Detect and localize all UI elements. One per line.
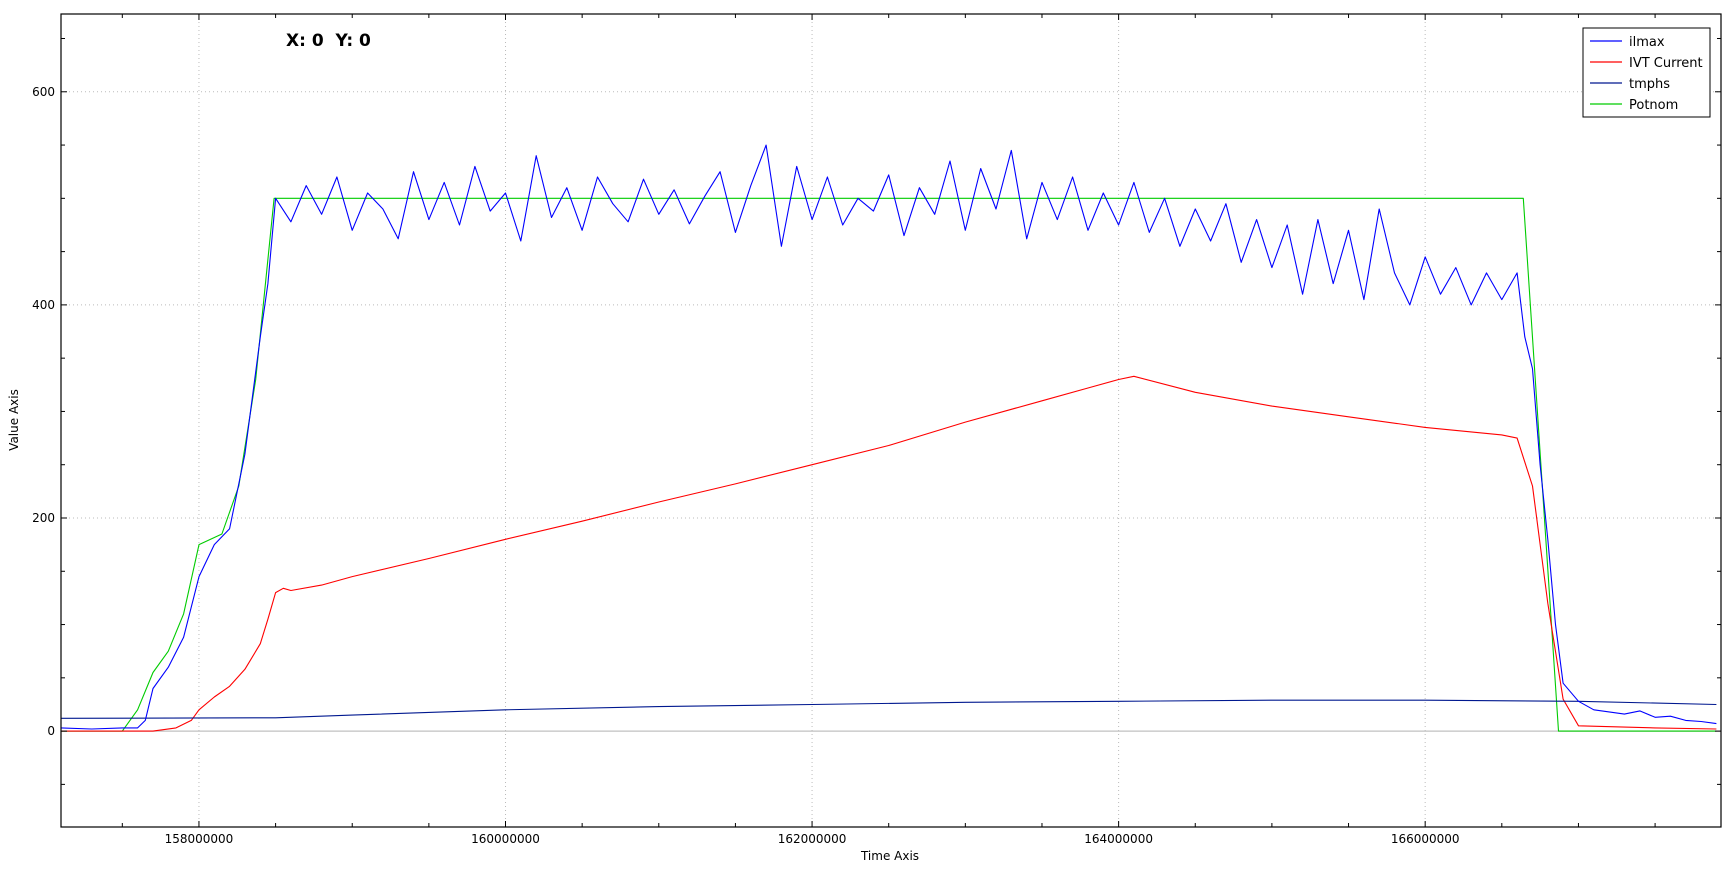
legend-label: ilmax: [1629, 35, 1665, 50]
grid-lines: [61, 14, 1721, 827]
x-tick-label: 166000000: [1391, 832, 1460, 846]
y-axis-title: Value Axis: [7, 389, 21, 451]
series-line-ivt-current: [61, 375, 1717, 732]
series-line-ilmax: [60, 144, 1717, 730]
series-lines: [60, 144, 1717, 732]
y-tick-labels: 0 200 400 600: [32, 85, 55, 738]
x-axis-title: Time Axis: [860, 849, 919, 863]
legend-label: tmphs: [1629, 77, 1670, 92]
series-line-tmphs: [60, 699, 1717, 719]
axis-ticks: [61, 14, 1721, 827]
x-tick-labels: 158000000 160000000 162000000 164000000 1660…: [165, 832, 1460, 846]
y-tick-label: 600: [32, 85, 55, 99]
y-tick-label: 200: [32, 511, 55, 525]
x-tick-label: 158000000: [165, 832, 234, 846]
y-tick-label: 400: [32, 298, 55, 312]
y-tick-label: 0: [47, 724, 55, 738]
legend-label: IVT Current: [1629, 56, 1703, 71]
coordinate-readout: X: 0 Y: 0: [286, 31, 371, 51]
legend: ilmax IVT Current tmphs Potnom: [1582, 27, 1711, 118]
legend-label: Potnom: [1629, 98, 1678, 113]
x-tick-label: 164000000: [1084, 832, 1153, 846]
x-tick-label: 162000000: [778, 832, 847, 846]
plot-frame: [60, 13, 1722, 828]
x-tick-label: 160000000: [471, 832, 540, 846]
series-line-potnom: [61, 197, 1717, 732]
